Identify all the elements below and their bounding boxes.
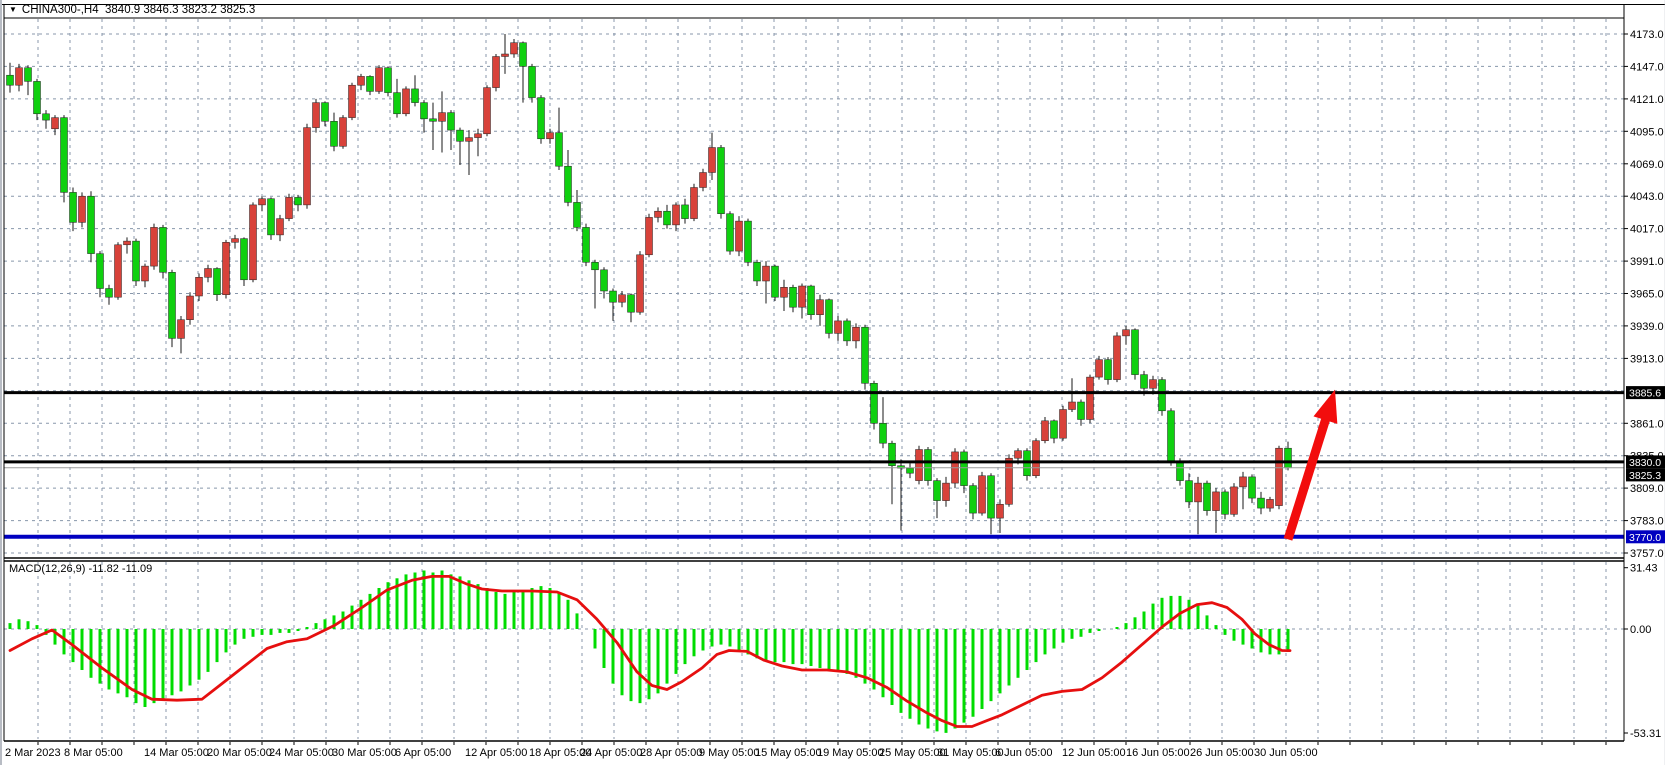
svg-text:3913.0: 3913.0 <box>1630 353 1664 365</box>
svg-text:4095.0: 4095.0 <box>1630 126 1664 138</box>
svg-text:24 Apr 05:00: 24 Apr 05:00 <box>580 747 642 759</box>
symbol-dropdown-icon[interactable]: ▼ <box>9 5 17 14</box>
svg-text:30 Mar 05:00: 30 Mar 05:00 <box>332 747 397 759</box>
grid <box>4 19 1624 745</box>
svg-text:4121.0: 4121.0 <box>1630 94 1664 106</box>
svg-text:28 Apr 05:00: 28 Apr 05:00 <box>640 747 702 759</box>
svg-text:4017.0: 4017.0 <box>1630 224 1664 236</box>
chart-title: ▼ CHINA300-,H4 3840.9 3846.3 3823.2 3825.… <box>9 3 255 17</box>
svg-text:0.00: 0.00 <box>1630 624 1651 636</box>
svg-text:31 May 05:00: 31 May 05:00 <box>937 747 1004 759</box>
svg-text:6 Apr 05:00: 6 Apr 05:00 <box>395 747 451 759</box>
svg-text:12 Apr 05:00: 12 Apr 05:00 <box>465 747 527 759</box>
price-badge: 3770.0 <box>1626 530 1665 544</box>
svg-text:3885.6: 3885.6 <box>1629 388 1661 400</box>
svg-text:3830.0: 3830.0 <box>1629 457 1661 469</box>
svg-text:3757.0: 3757.0 <box>1630 548 1664 560</box>
candlestick-series <box>6 34 1292 535</box>
price-axis[interactable]: 4173.0 4147.0 4121.0 4095.0 4069.0 4043.0 4017… <box>1624 29 1665 740</box>
svg-text:3809.0: 3809.0 <box>1630 483 1664 495</box>
svg-text:16 Jun 05:00: 16 Jun 05:00 <box>1126 747 1190 759</box>
chart-title-text: CHINA300-,H4 3840.9 3846.3 3823.2 3825.3 <box>21 4 256 16</box>
svg-text:15 May 05:00: 15 May 05:00 <box>755 747 822 759</box>
svg-text:3825.3: 3825.3 <box>1629 470 1661 482</box>
svg-text:6 Jun 05:00: 6 Jun 05:00 <box>995 747 1053 759</box>
svg-text:3965.0: 3965.0 <box>1630 289 1664 301</box>
svg-text:18 Apr 05:00: 18 Apr 05:00 <box>529 747 591 759</box>
svg-text:25 May 05:00: 25 May 05:00 <box>879 747 946 759</box>
svg-text:3939.0: 3939.0 <box>1630 321 1664 333</box>
price-badge: 3830.0 <box>1626 455 1665 469</box>
svg-text:12 Jun 05:00: 12 Jun 05:00 <box>1062 747 1126 759</box>
svg-text:8 Mar 05:00: 8 Mar 05:00 <box>64 747 123 759</box>
trend-arrow[interactable] <box>1283 389 1338 541</box>
svg-text:4043.0: 4043.0 <box>1630 191 1664 203</box>
svg-text:-53.31: -53.31 <box>1630 728 1661 740</box>
svg-text:3783.0: 3783.0 <box>1630 516 1664 528</box>
svg-text:3991.0: 3991.0 <box>1630 256 1664 268</box>
svg-text:20 Mar 05:00: 20 Mar 05:00 <box>207 747 272 759</box>
svg-text:3770.0: 3770.0 <box>1629 532 1661 544</box>
svg-text:14 Mar 05:00: 14 Mar 05:00 <box>144 747 209 759</box>
svg-text:9 May 05:00: 9 May 05:00 <box>699 747 760 759</box>
svg-text:3861.0: 3861.0 <box>1630 418 1664 430</box>
macd-signal-line <box>8 575 1292 728</box>
svg-text:26 Jun 05:00: 26 Jun 05:00 <box>1190 747 1254 759</box>
svg-text:4173.0: 4173.0 <box>1630 29 1664 41</box>
price-badge: 3885.6 <box>1626 386 1665 400</box>
svg-text:4069.0: 4069.0 <box>1630 159 1664 171</box>
price-badge: 3825.3 <box>1626 468 1665 482</box>
svg-text:2 Mar 2023: 2 Mar 2023 <box>5 747 61 759</box>
svg-text:30 Jun 05:00: 30 Jun 05:00 <box>1254 747 1318 759</box>
svg-text:31.43: 31.43 <box>1630 563 1658 575</box>
svg-text:24 Mar 05:00: 24 Mar 05:00 <box>269 747 334 759</box>
macd-indicator-label: MACD(12,26,9) -11.82 -11.09 <box>9 563 153 575</box>
svg-text:19 May 05:00: 19 May 05:00 <box>817 747 884 759</box>
macd-histogram <box>8 570 1290 733</box>
svg-text:4147.0: 4147.0 <box>1630 61 1664 73</box>
